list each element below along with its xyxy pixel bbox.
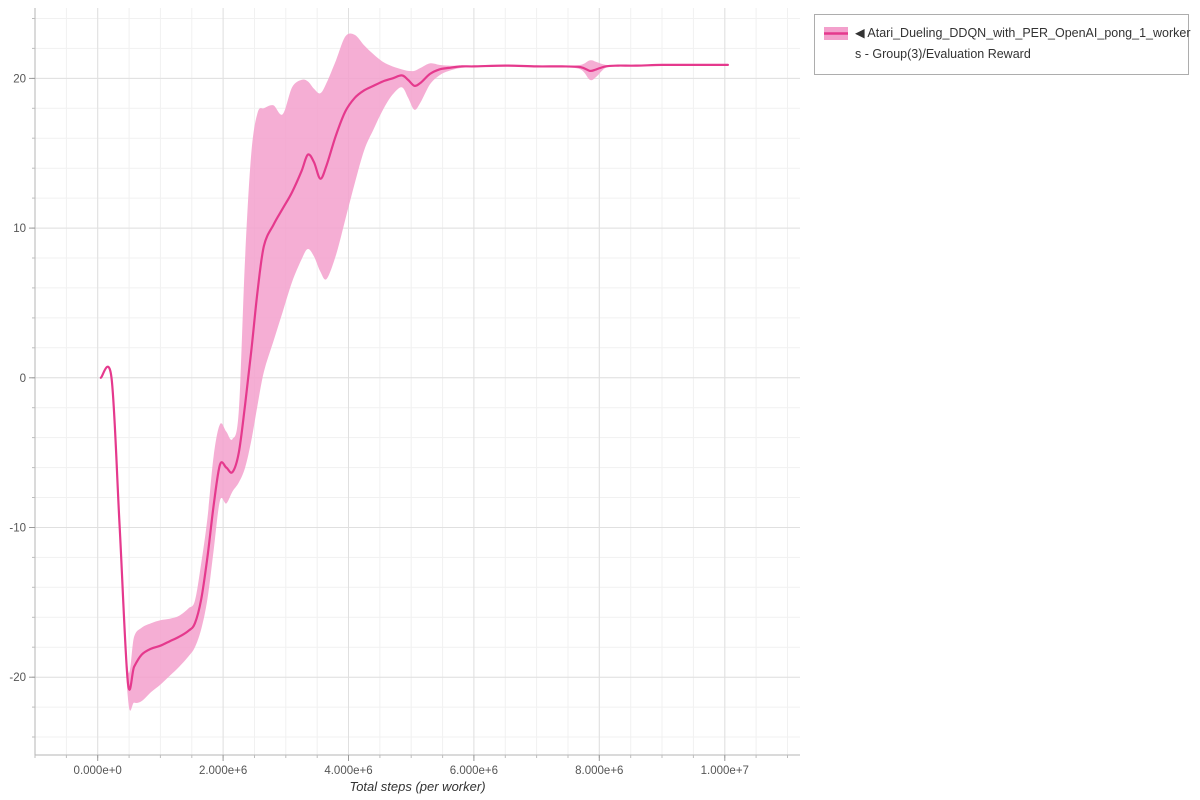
x-tick-label: 1.000e+7 (701, 765, 749, 777)
y-tick-label: 0 (20, 373, 26, 385)
x-tick-label: 8.000e+6 (575, 765, 623, 777)
x-axis-title: Total steps (per worker) (349, 779, 485, 794)
legend-label-line1: ◀ Atari_Dueling_DDQN_with_PER_OpenAI_pon… (855, 26, 1191, 40)
legend-swatch-icon (824, 27, 848, 40)
y-tick-label: -10 (9, 523, 26, 535)
plot-svg: 0.000e+0 2.000e+6 4.000e+6 6.000e+6 8.000e+6… (9, 8, 800, 794)
axis-spines (34, 8, 800, 756)
tick-labels: 0.000e+0 2.000e+6 4.000e+6 6.000e+6 8.000e+6… (9, 73, 749, 777)
y-tick-label: 20 (13, 73, 26, 85)
y-tick-label: 10 (13, 223, 26, 235)
x-tick-label: 0.000e+0 (74, 765, 122, 777)
legend-item[interactable]: ◀ Atari_Dueling_DDQN_with_PER_OpenAI_pon… (824, 23, 1191, 65)
y-tick-label: -20 (9, 672, 26, 684)
legend-label: ◀ Atari_Dueling_DDQN_with_PER_OpenAI_pon… (855, 23, 1191, 65)
confidence-band (100, 33, 728, 711)
x-tick-label: 4.000e+6 (324, 765, 372, 777)
mean-line (99, 63, 729, 691)
x-tick-label: 6.000e+6 (450, 765, 498, 777)
tick-marks (29, 18, 788, 761)
x-tick-label: 2.000e+6 (199, 765, 247, 777)
legend-label-line2: s - Group(3)/Evaluation Reward (855, 47, 1031, 61)
legend-box: ◀ Atari_Dueling_DDQN_with_PER_OpenAI_pon… (814, 14, 1191, 75)
